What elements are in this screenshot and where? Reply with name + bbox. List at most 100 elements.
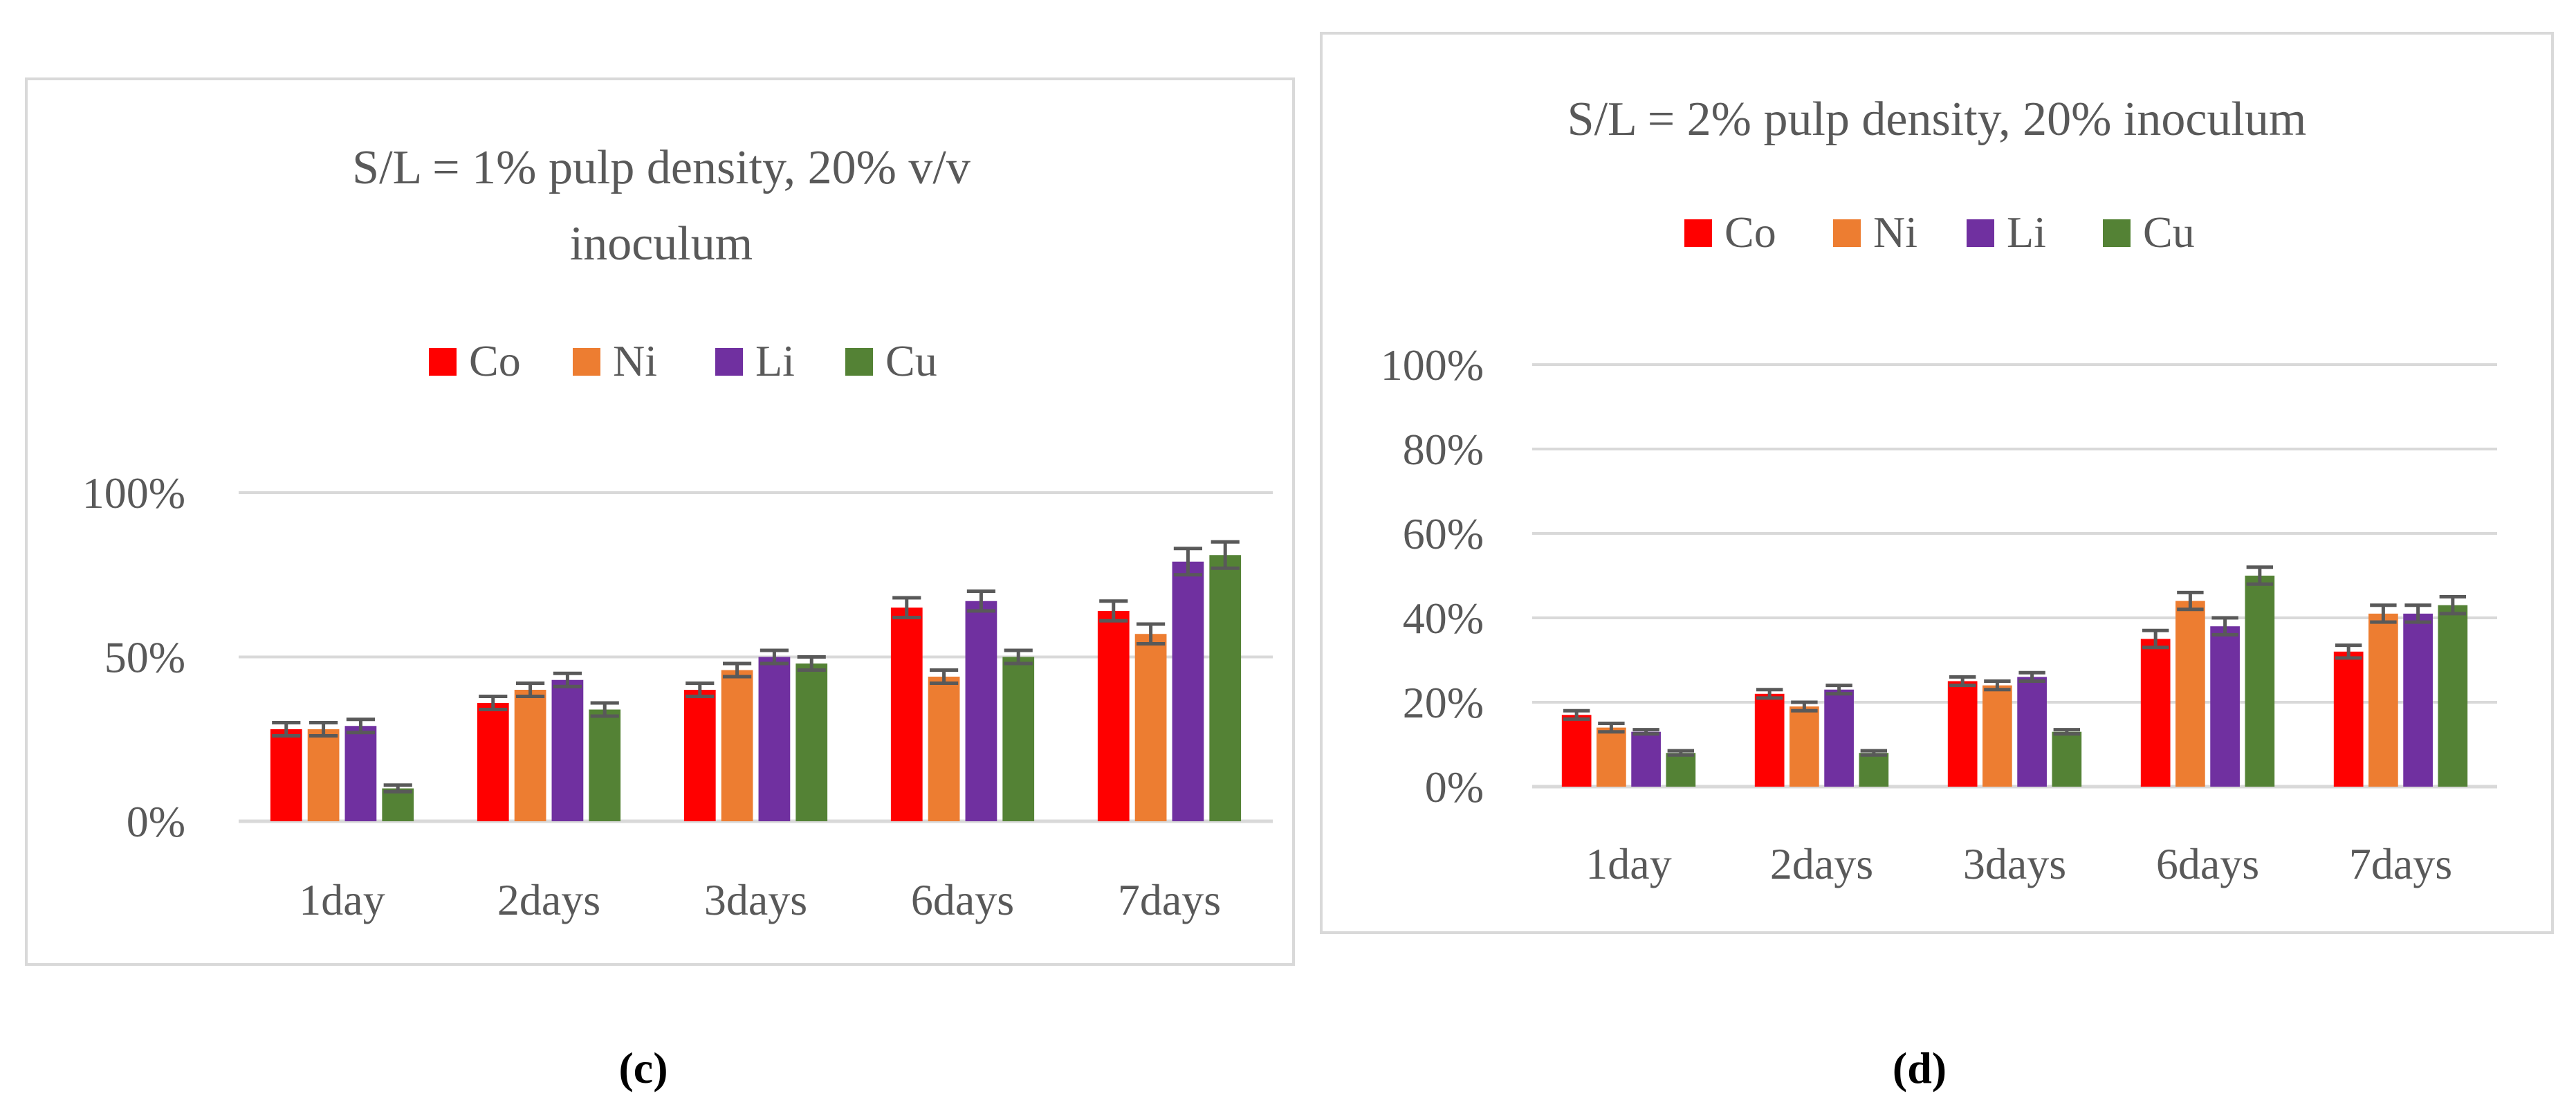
bar-co-1day [1561, 715, 1592, 787]
bar-li-2days [551, 679, 584, 821]
bar-ni-1day [1597, 727, 1626, 787]
bar-cu-2days [589, 709, 621, 821]
error-bar-cu-1day [383, 783, 412, 794]
chart-c: S/L = 1% pulp density, 20% v/v inoculum … [25, 77, 1295, 1092]
error-bar-co-7days [2335, 643, 2362, 660]
error-bar-cu-6days [1004, 648, 1033, 666]
x-category-label: 3days [1963, 839, 2066, 888]
legend-swatch-co [1684, 219, 1712, 247]
bar-co-6days [890, 607, 923, 821]
bar-li-2days [1824, 689, 1854, 787]
chart-d-title: S/L = 2% pulp density, 20% inoculum [1567, 93, 2307, 146]
error-bar-li-7days [1173, 547, 1202, 577]
bar-li-7days [1172, 561, 1204, 821]
error-bar-ni-3days [1984, 679, 2011, 692]
error-bar-cu-3days [797, 655, 826, 672]
chart-c-title-line-1: S/L = 1% pulp density, 20% v/v [352, 141, 970, 194]
legend-label-ni: Ni [613, 336, 657, 385]
bar-cu-2days [1859, 753, 1889, 787]
error-bar-co-6days [2142, 628, 2169, 650]
chart-c-frame [25, 77, 1295, 966]
chart-c-legend: Co Ni Li Cu [429, 336, 937, 385]
error-bar-ni-2days [516, 681, 545, 698]
bar-li-1day [344, 726, 377, 821]
error-bar-cu-6days [2246, 565, 2274, 586]
error-bar-ni-7days [2370, 603, 2397, 624]
chart-d-axis-labels: 0% 20% 40% 60% 80% 100% 1day 2days 3days 6days 7da… [1381, 340, 2452, 888]
y-tick-label: 20% [1403, 678, 1484, 727]
y-tick-label: 100% [1381, 340, 1484, 390]
bar-ni-6days [928, 677, 960, 821]
bar-co-3days [1947, 681, 1978, 787]
legend-label-cu: Cu [2143, 208, 2195, 257]
error-bar-co-7days [1099, 599, 1128, 623]
bar-cu-1day [382, 788, 414, 821]
bar-co-1day [270, 729, 302, 821]
error-bar-li-2days [553, 671, 582, 688]
bar-cu-6days [1002, 657, 1035, 821]
error-bar-co-2days [479, 695, 508, 711]
y-tick-label: 80% [1403, 425, 1484, 474]
error-bar-co-1day [272, 721, 301, 738]
legend-swatch-co [429, 348, 457, 376]
error-bar-ni-6days [930, 668, 959, 685]
error-bar-ni-7days [1137, 622, 1166, 646]
error-bar-ni-3days [723, 661, 752, 679]
legend-label-co: Co [1724, 208, 1776, 257]
error-bar-co-3days [686, 681, 715, 698]
chart-d: S/L = 2% pulp density, 20% inoculum Co Ni… [1320, 32, 2554, 1092]
error-bar-ni-1day [1598, 722, 1625, 734]
bar-li-3days [2017, 677, 2047, 787]
error-bar-co-3days [1949, 675, 1976, 688]
x-category-label: 7days [1118, 875, 1221, 924]
y-tick-label: 0% [1425, 762, 1484, 812]
error-bar-co-1day [1563, 708, 1590, 721]
bar-li-6days [2210, 626, 2240, 787]
chart-d-frame [1320, 32, 2554, 934]
chart-d-bars [1561, 576, 2468, 787]
bar-cu-7days [2438, 605, 2468, 787]
chart-c-bars [270, 555, 1242, 821]
error-bar-ni-1day [309, 721, 338, 738]
error-bar-li-7days [2404, 603, 2431, 624]
bar-li-6days [965, 601, 997, 821]
x-category-label: 2days [1770, 839, 1873, 888]
error-bar-cu-2days [1860, 749, 1888, 757]
error-bar-cu-3days [2053, 728, 2081, 736]
chart-d-error-bars [1563, 565, 2467, 757]
error-bar-li-2days [1825, 684, 1852, 696]
bar-cu-3days [2052, 731, 2082, 787]
x-category-label: 6days [911, 875, 1014, 924]
bar-ni-2days [514, 690, 546, 821]
chart-c-axis-labels: 0% 50% 100% 1day 2days 3days 6days 7days [82, 468, 1221, 924]
bar-co-3days [683, 690, 716, 821]
bar-ni-3days [721, 670, 753, 821]
y-tick-label: 0% [127, 797, 185, 846]
chart-d-legend: Co Ni Li Cu [1684, 208, 2195, 257]
bar-cu-1day [1666, 753, 1696, 787]
legend-label-cu: Cu [885, 336, 937, 385]
error-bar-li-6days [2211, 616, 2238, 637]
error-bar-ni-6days [2177, 590, 2204, 612]
bar-ni-7days [1134, 634, 1167, 821]
legend-swatch-ni [573, 348, 600, 376]
error-bar-li-1day [346, 717, 375, 735]
error-bar-li-3days [760, 648, 789, 666]
legend-swatch-ni [1833, 219, 1861, 247]
bar-ni-2days [1790, 706, 1819, 787]
legend-label-li: Li [2007, 208, 2046, 257]
bar-cu-6days [2245, 576, 2275, 787]
error-bar-li-1day [1632, 728, 1659, 736]
caption-c: (c) [618, 1043, 668, 1092]
legend-label-li: Li [755, 336, 795, 385]
legend-label-ni: Ni [1873, 208, 1917, 257]
chart-c-title-line-2: inoculum [570, 217, 753, 271]
bar-cu-3days [795, 664, 828, 821]
x-category-label: 1day [1585, 839, 1671, 888]
x-category-label: 2days [497, 875, 600, 924]
bar-ni-3days [1982, 685, 2012, 787]
chart-c-error-bars [272, 540, 1240, 794]
y-tick-label: 100% [82, 468, 185, 518]
bar-co-7days [2333, 651, 2364, 787]
